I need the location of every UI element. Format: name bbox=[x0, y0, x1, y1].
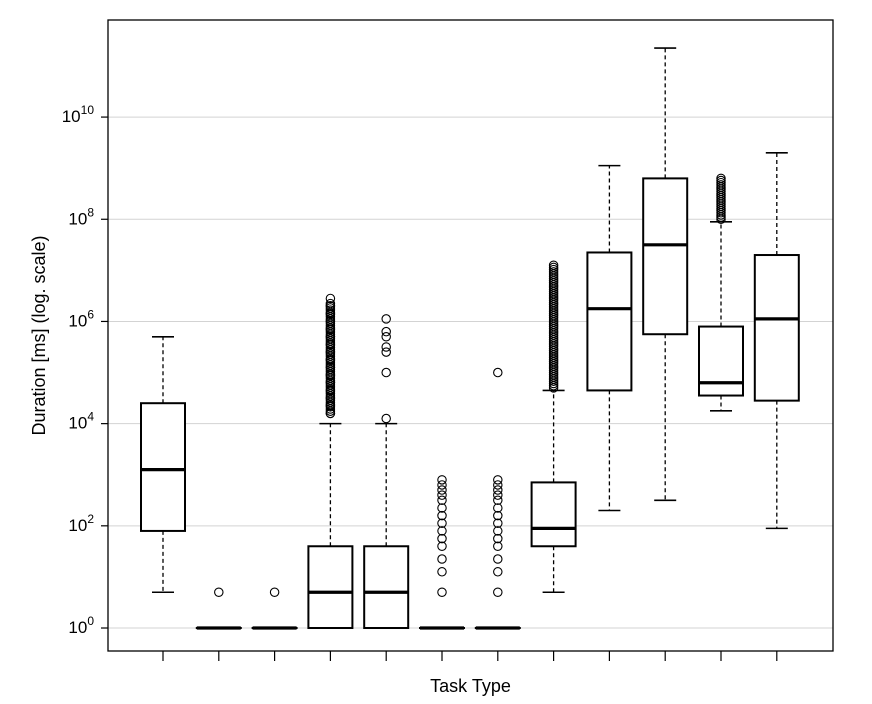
box-5 bbox=[363, 314, 410, 630]
outlier-point bbox=[325, 378, 336, 388]
y-tick-label: 1010 bbox=[62, 103, 95, 126]
y-tick-label: 104 bbox=[68, 410, 94, 433]
outlier-point bbox=[325, 324, 336, 334]
outlier-point bbox=[325, 298, 336, 309]
outlier-point bbox=[381, 367, 391, 378]
y-tick-label: 102 bbox=[68, 512, 94, 535]
outlier-point bbox=[437, 485, 447, 495]
outlier-point bbox=[493, 541, 503, 552]
box-7 bbox=[474, 367, 521, 630]
outlier-point bbox=[437, 533, 447, 544]
y-tick-label: 100 bbox=[68, 614, 94, 637]
outlier-point bbox=[437, 526, 447, 536]
outlier-point bbox=[325, 408, 336, 419]
outlier-point bbox=[381, 332, 391, 342]
box-1 bbox=[140, 335, 186, 594]
iqr-box bbox=[642, 177, 689, 336]
box-6 bbox=[419, 475, 465, 630]
outlier-point bbox=[381, 326, 391, 337]
outlier-point bbox=[325, 339, 336, 350]
outlier-point bbox=[493, 475, 503, 485]
outlier-point bbox=[325, 362, 336, 373]
outlier-point bbox=[325, 293, 336, 304]
outlier-point bbox=[437, 503, 447, 513]
outlier-point bbox=[493, 567, 503, 577]
y-tick-label: 108 bbox=[68, 205, 94, 228]
box-3 bbox=[251, 587, 298, 630]
box-8 bbox=[530, 260, 577, 594]
iqr-box bbox=[586, 251, 633, 392]
y-tick-label: 106 bbox=[68, 307, 94, 330]
outlier-point bbox=[548, 260, 559, 270]
outlier-point bbox=[381, 347, 391, 357]
box-4 bbox=[307, 293, 354, 630]
outlier-point bbox=[325, 370, 336, 380]
outlier-point bbox=[493, 587, 503, 597]
outlier-point bbox=[437, 480, 447, 490]
outlier-point bbox=[493, 503, 503, 513]
outlier-point bbox=[381, 314, 391, 324]
outlier-point bbox=[437, 510, 447, 521]
outlier-point bbox=[437, 554, 447, 564]
outlier-point bbox=[325, 316, 336, 327]
outlier-point bbox=[214, 587, 224, 597]
plot-frame bbox=[107, 19, 834, 652]
outlier-point bbox=[437, 541, 447, 552]
outlier-point bbox=[493, 526, 503, 536]
y-axis: 100 102 104 106 108 1010 bbox=[62, 103, 108, 637]
iqr-box bbox=[753, 254, 800, 402]
outlier-point bbox=[381, 342, 391, 352]
outlier-point bbox=[269, 587, 280, 597]
outlier-point bbox=[493, 490, 503, 500]
box-2 bbox=[195, 587, 242, 630]
outlier-point bbox=[437, 475, 447, 485]
outlier-point bbox=[493, 533, 503, 544]
box-12 bbox=[753, 152, 800, 530]
x-axis-title: Task Type bbox=[430, 676, 511, 696]
outlier-point bbox=[325, 309, 336, 319]
outlier-point bbox=[437, 490, 447, 500]
iqr-box bbox=[140, 402, 186, 532]
y-axis-title: Duration [ms] (log. scale) bbox=[29, 235, 49, 435]
box-series bbox=[140, 47, 800, 630]
outlier-point bbox=[493, 480, 503, 490]
outlier-point bbox=[437, 567, 447, 577]
outlier-point bbox=[325, 355, 336, 365]
outlier-point bbox=[325, 347, 336, 357]
iqr-box bbox=[363, 545, 410, 630]
outlier-point bbox=[325, 401, 336, 411]
box-10 bbox=[642, 47, 689, 502]
iqr-box bbox=[698, 325, 744, 397]
x-axis bbox=[162, 651, 778, 661]
outlier-point bbox=[437, 587, 447, 597]
outlier-point bbox=[437, 518, 447, 529]
outlier-point bbox=[437, 495, 447, 506]
box-9 bbox=[586, 164, 633, 512]
outlier-point bbox=[493, 367, 503, 378]
outlier-point bbox=[493, 485, 503, 495]
outlier-point bbox=[493, 510, 503, 521]
outlier-point bbox=[325, 385, 336, 396]
box-11 bbox=[698, 173, 744, 412]
outlier-point bbox=[716, 173, 726, 184]
outlier-point bbox=[493, 495, 503, 506]
outlier-point bbox=[381, 413, 391, 424]
outlier-point bbox=[325, 301, 336, 311]
iqr-box bbox=[530, 481, 577, 548]
iqr-box bbox=[307, 545, 354, 630]
outlier-point bbox=[325, 332, 336, 342]
outlier-point bbox=[325, 393, 336, 403]
outlier-point bbox=[493, 518, 503, 529]
outlier-point bbox=[493, 554, 503, 564]
